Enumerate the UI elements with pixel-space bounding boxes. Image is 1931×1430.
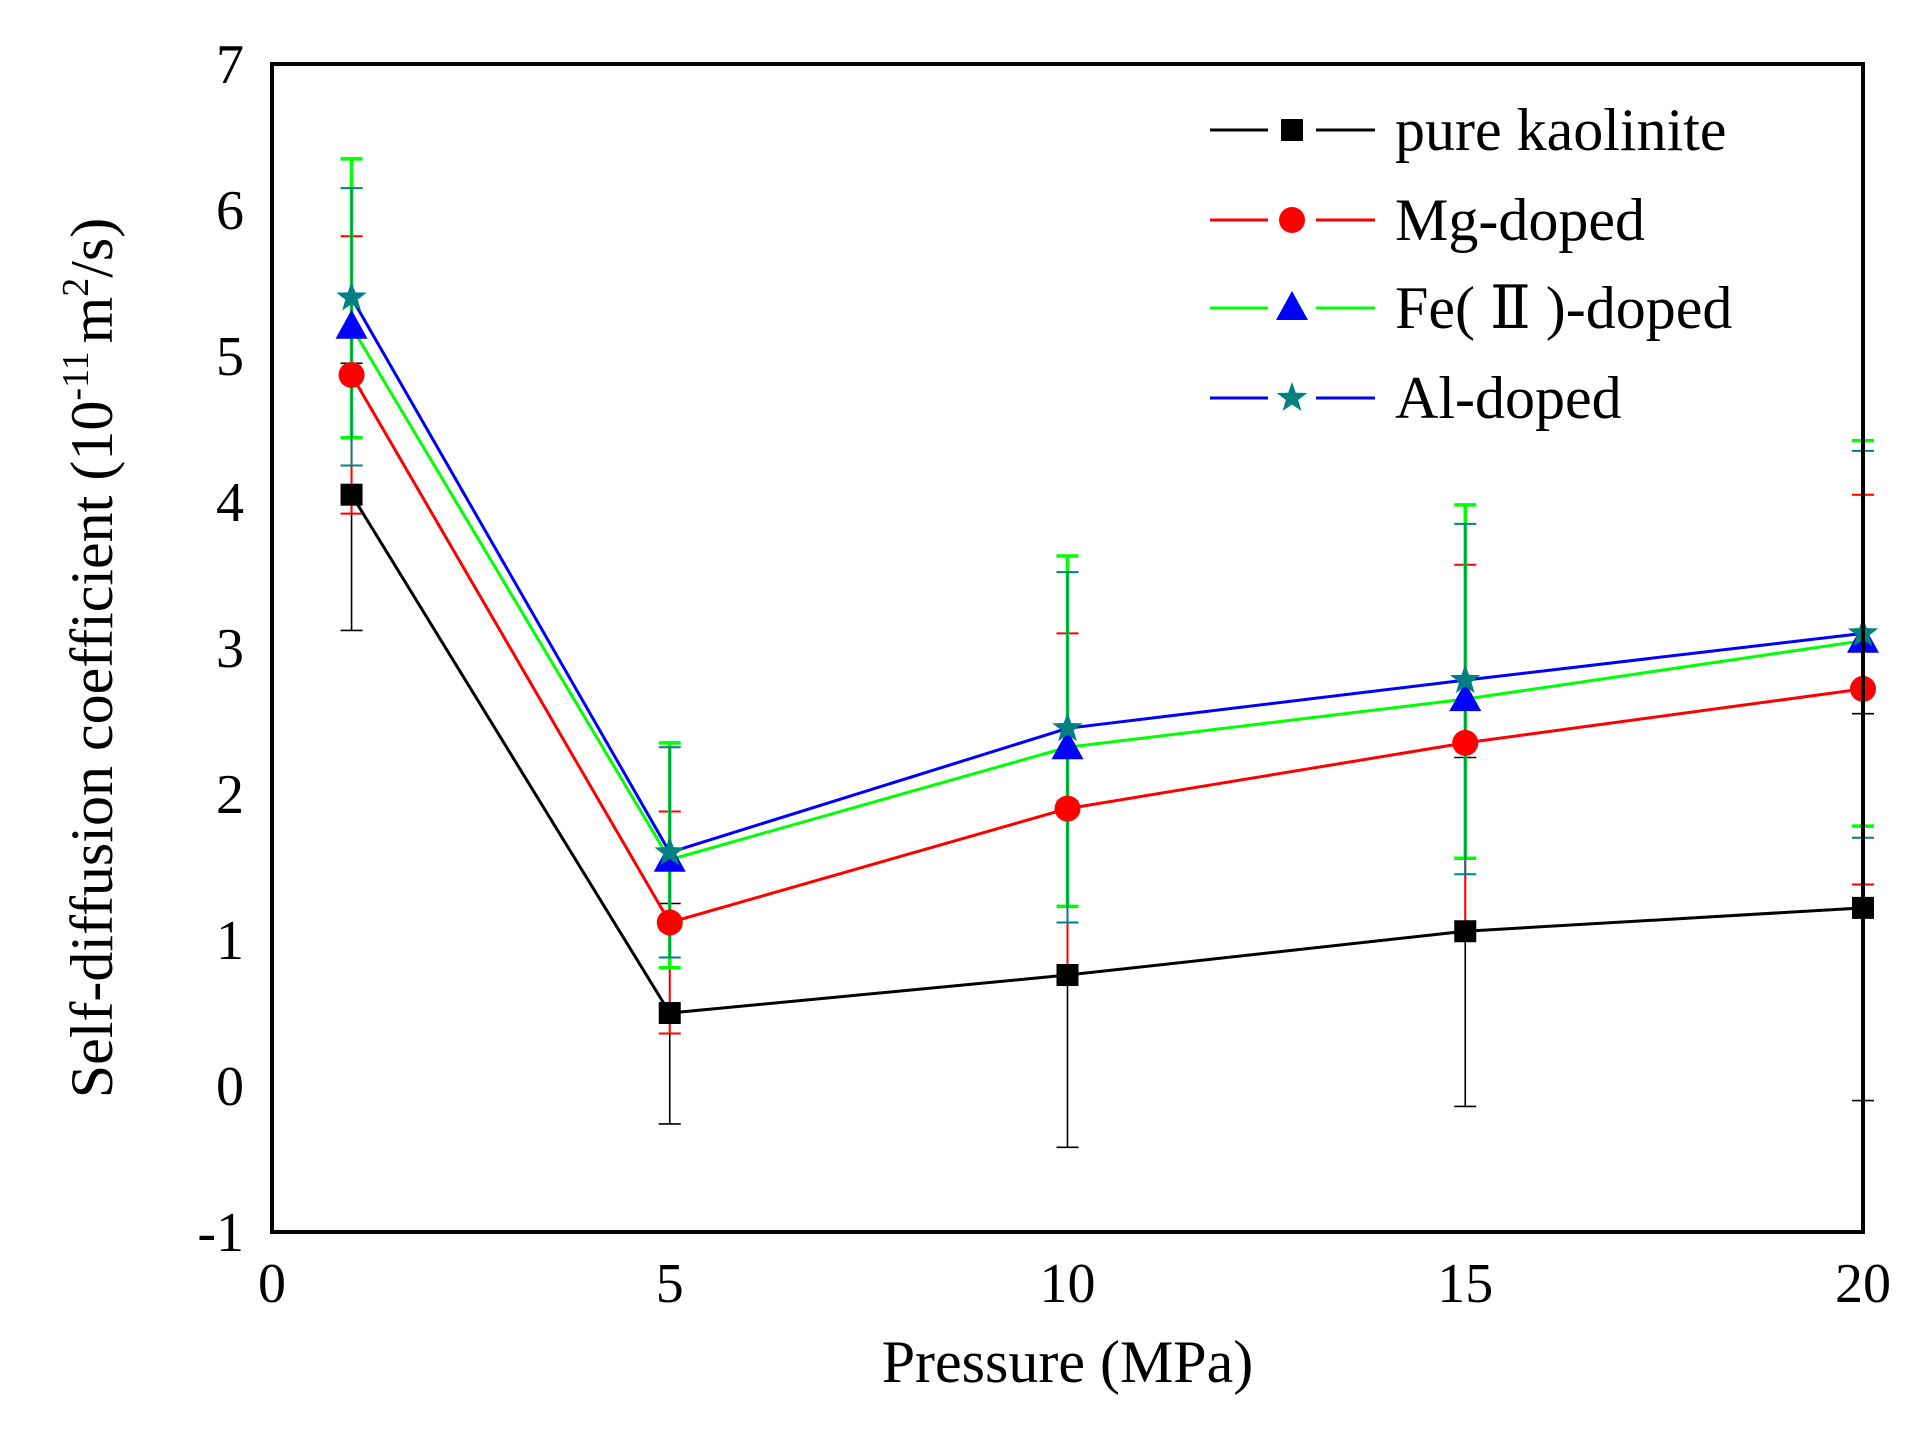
x-axis-title: Pressure (MPa)	[882, 1329, 1254, 1395]
y-axis-title-exp1: -11	[55, 351, 97, 400]
legend-label: Mg-doped	[1395, 187, 1645, 253]
data-point	[340, 483, 363, 506]
legend-label: pure kaolinite	[1395, 97, 1727, 163]
data-point	[1056, 964, 1079, 987]
x-tick-label: 0	[258, 1253, 286, 1315]
legend: pure kaolinite Mg-doped Fe( Ⅱ )-doped Al-do…	[1210, 97, 1732, 431]
y-axis-title-suffix: /s)	[59, 218, 125, 278]
y-axis-title-prefix: Self-diffusion coefficient (10	[59, 401, 125, 1099]
series-1	[340, 483, 1874, 1024]
legend-item: Fe( Ⅱ )-doped	[1210, 275, 1732, 341]
y-tick-label: 2	[216, 764, 244, 826]
legend-marker	[1279, 207, 1305, 233]
legend-item: Al-doped	[1210, 365, 1622, 431]
data-point	[1054, 795, 1081, 822]
legend-item: pure kaolinite	[1210, 97, 1727, 163]
data-point	[658, 1002, 681, 1024]
data-point	[338, 361, 365, 388]
series-2	[338, 361, 1876, 936]
y-tick-label: 6	[216, 180, 244, 242]
data-point	[335, 309, 368, 339]
y-tick-label: 5	[216, 326, 244, 388]
plot-frame	[270, 62, 1865, 1234]
y-axis-title: Self-diffusion coefficient (10-11 m2/s)	[55, 218, 125, 1099]
y-axis: -1 0 1 2 3 4 5 6 7	[197, 34, 244, 1264]
x-tick-label: 15	[1437, 1253, 1493, 1315]
x-tick-label: 5	[656, 1253, 684, 1315]
legend-label: Fe( Ⅱ )-doped	[1395, 275, 1732, 341]
y-tick-label: 7	[216, 34, 244, 96]
data-point	[654, 836, 685, 866]
y-axis-title-exp2: 2	[55, 278, 97, 297]
data-point	[1052, 712, 1083, 742]
y-tick-label: 0	[216, 1056, 244, 1118]
y-tick-label: 1	[216, 910, 244, 972]
y-tick-label: 4	[216, 472, 244, 534]
data-point	[1452, 729, 1479, 756]
data-point	[1051, 730, 1084, 760]
data-point	[1449, 682, 1482, 712]
legend-label: Al-doped	[1395, 365, 1622, 431]
data-point	[656, 909, 683, 936]
x-axis: 0 5 10 15 20	[258, 1253, 1891, 1315]
x-tick-label: 20	[1835, 1253, 1891, 1315]
x-tick-label: 10	[1040, 1253, 1096, 1315]
legend-marker	[1276, 291, 1308, 320]
legend-item: Mg-doped	[1210, 187, 1645, 253]
y-axis-title-middle: m	[59, 297, 125, 344]
legend-marker	[1281, 119, 1303, 141]
data-point	[1454, 920, 1477, 943]
y-tick-label: -1	[197, 1202, 244, 1264]
y-tick-label: 3	[216, 618, 244, 680]
data-point	[336, 281, 367, 311]
data-point	[1450, 664, 1481, 694]
legend-marker	[1276, 382, 1308, 411]
